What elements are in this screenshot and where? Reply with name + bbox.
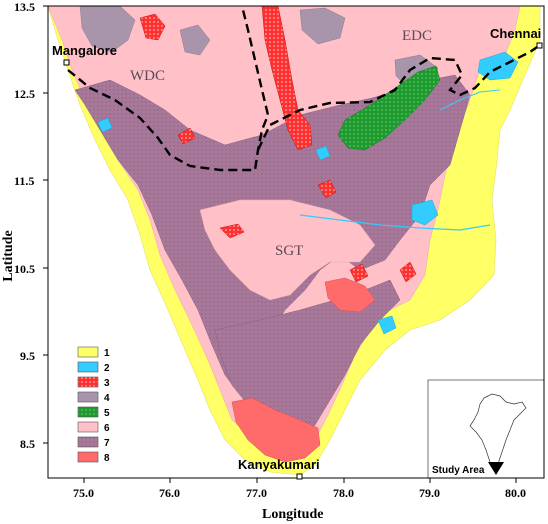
region-label-wdc: WDC bbox=[130, 68, 165, 84]
y-tick-label: 8.5 bbox=[20, 437, 35, 451]
y-tick-label: 11.5 bbox=[14, 174, 34, 188]
map-frame bbox=[47, 5, 545, 479]
granite-band-north bbox=[261, 6, 313, 151]
legend-label-7: 7 bbox=[104, 438, 110, 449]
india-outline-icon bbox=[469, 393, 527, 471]
craton-boundary-edc bbox=[256, 44, 541, 151]
granite-area-south bbox=[231, 397, 321, 463]
x-tick-label: 76.0 bbox=[159, 486, 180, 500]
legend: 1 2 3 4 5 6 7 8 bbox=[77, 346, 110, 464]
legend-label-8: 8 bbox=[104, 453, 110, 464]
legend-swatch-3 bbox=[77, 376, 99, 388]
y-tick-label: 12.5 bbox=[14, 87, 35, 101]
legend-swatch-5 bbox=[77, 406, 99, 418]
region-label-edc: EDC bbox=[402, 28, 432, 44]
y-axis-title: Latitude bbox=[1, 230, 16, 281]
legend-label-4: 4 bbox=[104, 393, 110, 404]
inset-label-study-area: Study Area bbox=[432, 465, 485, 476]
x-axis: 75.0 76.0 77.0 78.0 79.0 80.0 Longitude bbox=[73, 478, 526, 522]
legend-label-5: 5 bbox=[104, 408, 110, 419]
x-tick-label: 78.0 bbox=[333, 486, 354, 500]
x-tick-label: 77.0 bbox=[246, 486, 267, 500]
legend-swatch-4 bbox=[77, 391, 99, 403]
x-tick-label: 75.0 bbox=[73, 486, 94, 500]
x-tick-label: 79.0 bbox=[419, 486, 440, 500]
legend-swatch-7 bbox=[77, 436, 99, 448]
legend-label-3: 3 bbox=[104, 378, 110, 389]
x-tick-label: 80.0 bbox=[505, 486, 526, 500]
chennai-marker bbox=[536, 42, 543, 49]
craton-boundary-wdc bbox=[67, 6, 270, 172]
y-tick-label: 10.5 bbox=[14, 262, 35, 276]
y-axis: 13.5 12.5 11.5 10.5 9.5 8.5 Latitude bbox=[1, 0, 48, 451]
kanyakumari-marker bbox=[296, 473, 303, 480]
mangalore-marker bbox=[63, 59, 70, 66]
legend-swatch-2 bbox=[77, 361, 99, 373]
city-label-mangalore: Mangalore bbox=[52, 43, 117, 58]
greenstone-belt bbox=[337, 65, 441, 151]
legend-swatch-1 bbox=[77, 346, 99, 358]
legend-label-2: 2 bbox=[104, 363, 110, 374]
study-area-marker-icon bbox=[488, 462, 504, 475]
legend-swatch-8 bbox=[77, 451, 99, 463]
legend-label-6: 6 bbox=[104, 423, 110, 434]
city-label-kanyakumari: Kanyakumari bbox=[238, 457, 320, 472]
region-label-sgt: SGT bbox=[275, 243, 303, 259]
y-tick-label: 9.5 bbox=[20, 349, 35, 363]
y-tick-label: 13.5 bbox=[14, 0, 35, 14]
legend-swatch-6 bbox=[77, 421, 99, 433]
legend-label-1: 1 bbox=[104, 348, 110, 359]
x-axis-title: Longitude bbox=[262, 507, 323, 522]
city-label-chennai: Chennai bbox=[490, 26, 541, 41]
